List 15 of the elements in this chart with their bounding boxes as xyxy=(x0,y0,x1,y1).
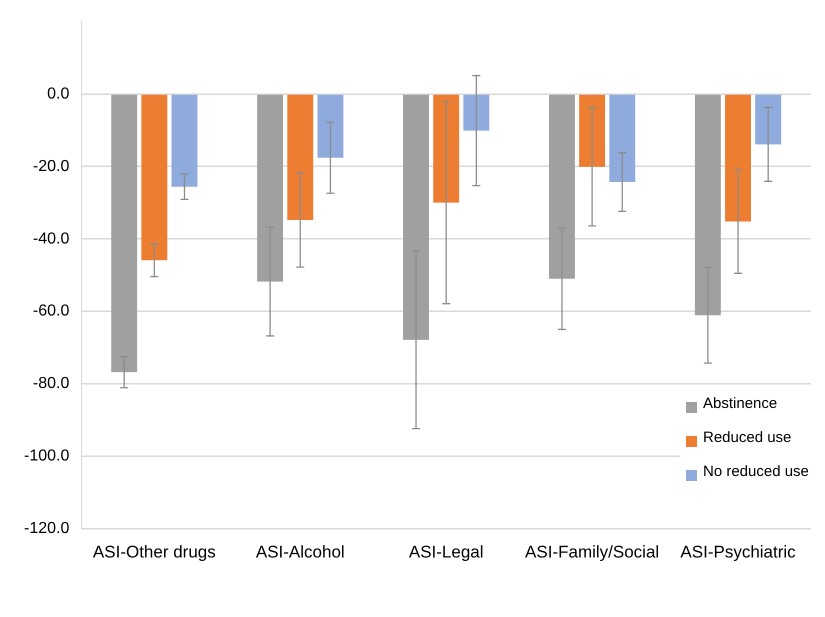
x-tick-label: ASI-Family/Social xyxy=(525,542,660,562)
x-tick-label: ASI-Psychiatric xyxy=(680,542,796,562)
y-tick-label: -100.0 xyxy=(24,448,70,465)
y-tick-label: -40.0 xyxy=(32,230,70,248)
legend-label: Abstinence xyxy=(703,394,778,412)
x-tick-label: ASI-Other drugs xyxy=(92,542,216,562)
x-tick-label: ASI-Alcohol xyxy=(256,542,345,562)
x-tick-label: ASI-Legal xyxy=(408,542,484,562)
y-tick-label: -120.0 xyxy=(24,520,70,538)
y-tick-label: -60.0 xyxy=(32,302,70,320)
y-tick-label: 0.0 xyxy=(47,85,70,102)
legend-label: No reduced use xyxy=(703,462,809,480)
y-tick-label: -20.0 xyxy=(32,158,70,175)
y-tick-label: -80.0 xyxy=(32,375,70,392)
legend-label: Reduced use xyxy=(703,428,792,446)
